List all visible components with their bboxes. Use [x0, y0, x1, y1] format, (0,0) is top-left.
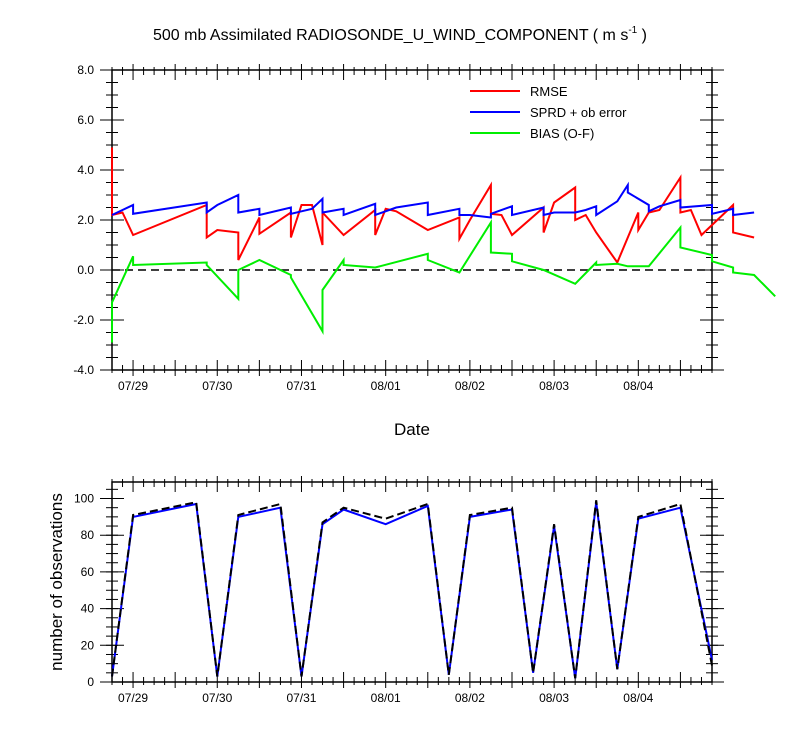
plot-frame [111, 481, 713, 683]
x-tick-label: 07/29 [118, 379, 148, 393]
y-tick-label: 6.0 [77, 113, 94, 127]
x-axis-title: Date [394, 420, 430, 439]
chart-title-exponent: -1 [628, 25, 637, 36]
x-tick-label: 08/01 [371, 691, 401, 705]
x-tick-label: 08/01 [371, 379, 401, 393]
chart-title: 500 mb Assimilated RADIOSONDE_U_WIND_COM… [153, 25, 647, 44]
x-tick-label: 08/02 [455, 379, 485, 393]
y-tick-label: 80 [81, 528, 95, 542]
legend-label: RMSE [530, 84, 568, 99]
series-line-rmse [111, 147, 755, 265]
y-tick-label: 0.0 [77, 263, 94, 277]
legend: RMSE SPRD + ob error BIAS (O-F) [470, 84, 627, 141]
series-line-bias-o-f [111, 219, 776, 343]
chart-title-end: ) [637, 27, 647, 44]
x-tick-label: 07/31 [286, 691, 316, 705]
y-tick-label: 40 [81, 602, 95, 616]
top-panel: 07/29 07/30 07/31 08/01 08/02 08/03 08/04 -4.0 -… [73, 63, 776, 439]
x-tick-label: 08/03 [539, 691, 569, 705]
x-tick-label: 08/03 [539, 379, 569, 393]
x-tick-label: 08/02 [455, 691, 485, 705]
y-tick-label: 8.0 [77, 63, 94, 77]
y-tick-label: -2.0 [73, 313, 94, 327]
series-line-expected [111, 500, 713, 679]
x-tick-label: 07/31 [286, 379, 316, 393]
x-tick-label: 07/29 [118, 691, 148, 705]
x-tick-label: 08/04 [623, 379, 653, 393]
y-tick-label: -4.0 [73, 363, 94, 377]
y-tick-label: 100 [74, 492, 94, 506]
bottom-panel: 07/29 07/30 07/31 08/01 08/02 08/03 08/04 0 20 40… [47, 476, 724, 705]
chart-title-main: 500 mb Assimilated RADIOSONDE_U_WIND_COM… [153, 27, 628, 44]
series-line-used [111, 502, 713, 679]
x-tick-label: 08/04 [623, 691, 653, 705]
legend-label: BIAS (O-F) [530, 126, 594, 141]
y-axis-title: number of observations [47, 493, 66, 671]
y-tick-label: 4.0 [77, 163, 94, 177]
legend-label: SPRD + ob error [530, 105, 627, 120]
y-tick-label: 20 [81, 638, 95, 652]
y-tick-label: 2.0 [77, 213, 94, 227]
x-tick-label: 07/30 [202, 691, 232, 705]
x-tick-label: 07/30 [202, 379, 232, 393]
series-line-sprd-ob-error [111, 181, 755, 219]
y-tick-label: 0 [87, 675, 94, 689]
y-tick-label: 60 [81, 565, 95, 579]
